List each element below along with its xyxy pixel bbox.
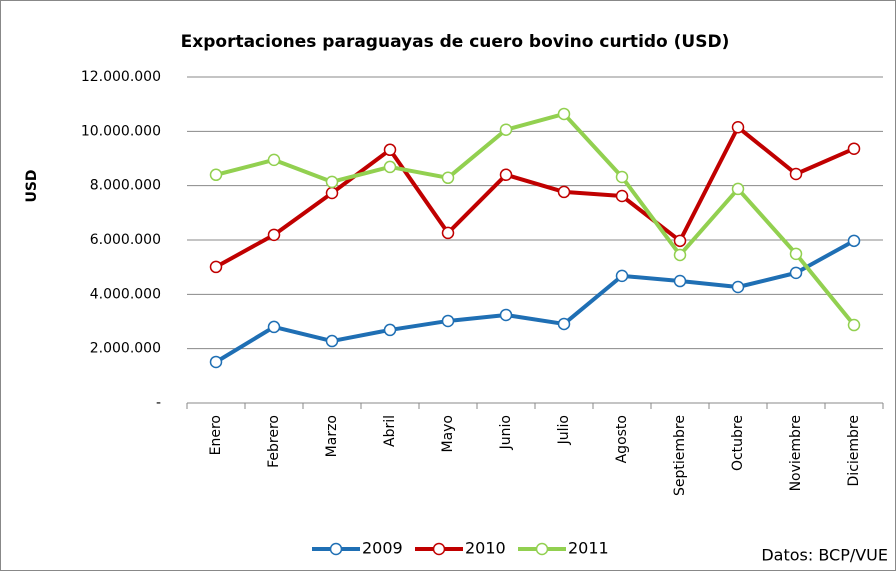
data-point [267,153,281,167]
data-point [789,266,803,280]
data-point [267,320,281,334]
data-point [441,226,455,240]
x-tick-label: Diciembre [846,415,862,486]
series-line [214,239,855,364]
data-point [209,168,223,182]
data-point [673,234,687,248]
x-tick-label: Julio [556,415,572,445]
data-point [615,170,629,184]
data-point [557,317,571,331]
data-point [731,280,745,294]
y-tick-label: 6.000.000 [90,232,161,248]
data-point [441,171,455,185]
x-tick-label: Agosto [614,415,630,463]
data-point [325,334,339,348]
y-axis-label: USD [24,169,40,202]
legend-label: 2011 [568,539,609,558]
data-point [789,247,803,261]
x-tick-label: Octubre [730,415,746,471]
data-point [731,121,745,134]
x-tick-label: Febrero [266,415,282,468]
x-tick-label: Enero [208,415,224,455]
chart-title: Exportaciones paraguayas de cuero bovino… [181,32,730,52]
legend-marker [535,542,549,556]
data-point [499,123,513,136]
data-point [267,228,281,242]
x-tick-label: Abril [382,415,398,447]
data-point [209,260,223,274]
data-point [731,182,745,196]
data-point [615,269,629,283]
data-point [441,314,455,328]
data-point [499,308,513,322]
data-point [383,323,397,337]
y-tick-label: 8.000.000 [90,178,161,194]
data-point [789,167,803,181]
legend-label: 2010 [465,539,506,558]
data-point [557,107,571,121]
y-tick-label: - [156,395,161,411]
y-tick-label: 2.000.000 [90,341,161,357]
legend-label: 2009 [362,539,403,558]
y-tick-label: 4.000.000 [90,286,161,302]
data-point [325,186,339,200]
x-tick-label: Marzo [324,415,340,457]
x-tick-label: Septiembre [672,415,688,496]
source-note: Datos: BCP/VUE [761,546,888,565]
data-point [499,168,513,182]
series-line [215,125,855,269]
legend-marker [329,542,343,556]
data-point [615,189,629,203]
data-point [557,185,571,199]
data-point [383,143,397,157]
legend-marker [432,542,446,556]
data-point [209,355,223,369]
data-point [847,318,861,332]
y-tick-label: 10.000.000 [81,123,161,139]
data-point [847,234,861,248]
x-tick-label: Noviembre [788,415,804,491]
y-tick-label: 12.000.000 [81,69,161,85]
data-point [847,142,861,155]
data-point [325,175,339,189]
data-point [673,274,687,288]
x-tick-label: Mayo [440,415,456,453]
x-tick-label: Junio [498,415,514,450]
data-point [673,248,687,262]
series-line [215,111,856,327]
data-point [383,160,397,174]
